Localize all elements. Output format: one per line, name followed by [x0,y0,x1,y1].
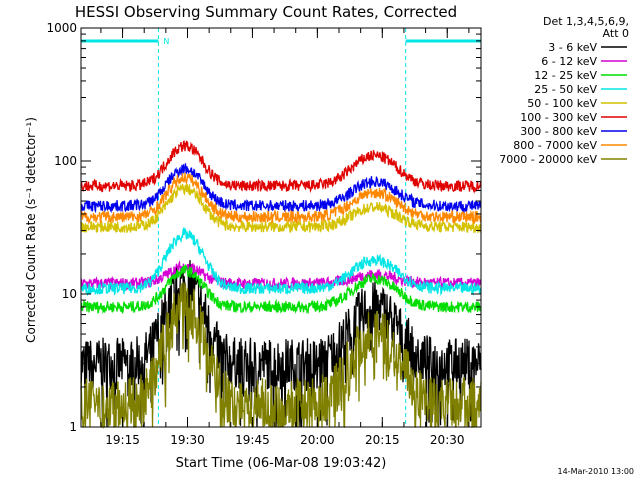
x-tick-label: 20:15 [365,433,400,447]
footer-date: 14-Mar-2010 13:00 [558,467,635,476]
x-tick-label: 20:00 [300,433,335,447]
legend-label: 300 - 800 keV [520,125,597,138]
axes-frame [80,27,482,428]
series-line [80,183,482,234]
x-tick-label: 19:45 [235,433,270,447]
legend-label: 3 - 6 keV [548,41,597,54]
legend-label: 25 - 50 keV [534,83,597,96]
x-tick-label: 19:30 [170,433,205,447]
y-tick-label: 1000 [46,21,77,35]
series-line [80,226,482,297]
x-axis-label: Start Time (06-Mar-08 19:03:42) [176,456,387,471]
legend-label: 50 - 100 keV [527,97,597,110]
chart-title: HESSI Observing Summary Count Rates, Cor… [75,3,457,21]
series-line [80,163,482,214]
legend-label: 12 - 25 keV [534,69,597,82]
y-tick-label: 100 [54,154,77,168]
night-label: N [163,37,169,46]
plot-area: N [80,28,482,429]
legend-label: 100 - 300 keV [520,111,597,124]
legend-header: Att 0 [603,27,629,40]
legend-label: 6 - 12 keV [541,55,597,68]
legend-label: 800 - 7000 keV [513,139,597,152]
series-line [80,172,482,225]
legend-header: Det 1,3,4,5,6,9, [543,15,629,28]
series-line [80,140,482,194]
series-line [80,282,482,429]
series-line [80,260,482,428]
legend-label: 7000 - 20000 keV [499,153,597,166]
y-tick-label: 10 [62,287,77,301]
series-line [80,263,482,315]
x-tick-label: 19:15 [105,433,140,447]
x-tick-label: 20:30 [430,433,465,447]
axes: 1 10 100 1000 19:15 19:30 19:45 20:00 20:15 20:30 [46,21,482,447]
y-axis-label: Corrected Count Rate (s⁻¹ detector⁻¹) [24,117,38,343]
y-tick-label: 1 [69,420,77,434]
